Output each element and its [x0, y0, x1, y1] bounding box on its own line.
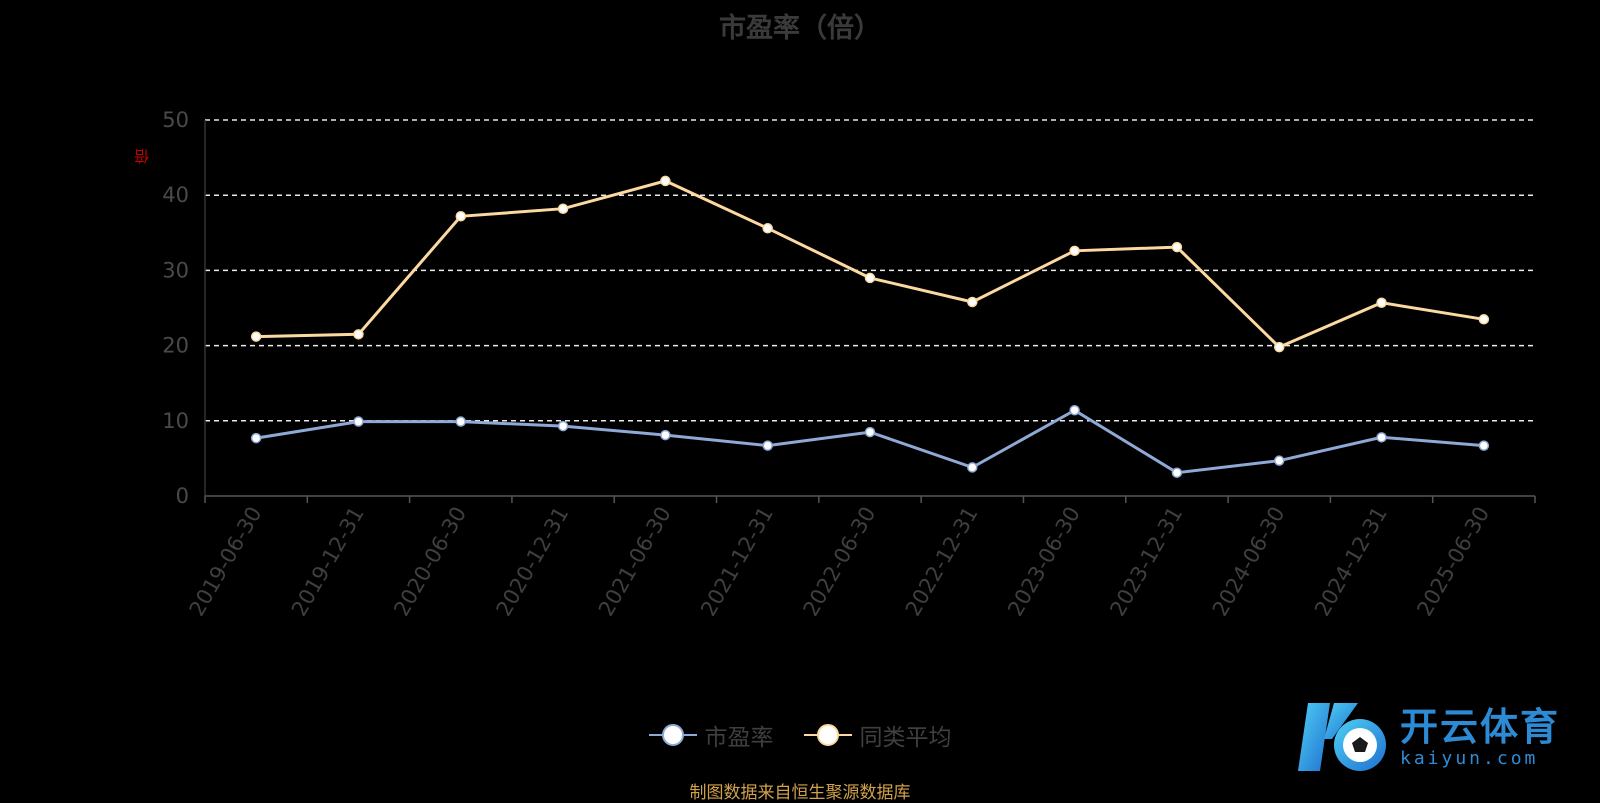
y-tick-label: 10	[162, 409, 189, 433]
data-point[interactable]	[1273, 455, 1285, 466]
data-point[interactable]	[1273, 341, 1285, 353]
data-point[interactable]	[1376, 297, 1387, 308]
x-tick-label: 2025-06-30	[1412, 503, 1494, 621]
data-point[interactable]	[660, 175, 671, 187]
x-tick-label: 2022-06-30	[799, 503, 881, 621]
x-axis-ticks: 2019-06-30 2019-12-31 2020-06-30 2020-12-31…	[185, 502, 1495, 620]
logo-text-cn: 开云体育	[1400, 704, 1561, 749]
legend: 市盈率 同类平均	[0, 718, 1600, 752]
data-point[interactable]	[455, 211, 467, 222]
data-point[interactable]	[1376, 432, 1387, 443]
y-tick-label: 20	[162, 334, 189, 358]
legend-item-series-1[interactable]: 市盈率	[648, 718, 774, 752]
y-tick-label: 40	[162, 183, 189, 207]
x-tick-label: 2019-06-30	[185, 503, 267, 621]
data-point[interactable]	[250, 331, 262, 342]
x-tick-label: 2020-12-31	[492, 503, 574, 621]
x-tick-label: 2024-12-31	[1310, 503, 1392, 621]
y-axis-ticks: 0 10 20 30 40 50	[162, 108, 189, 508]
kaiyun-logo: 开云体育 kaiyun.com	[1294, 693, 1584, 781]
series-points	[250, 175, 1490, 478]
x-tick-label: 2020-06-30	[389, 503, 471, 621]
data-point[interactable]	[1069, 245, 1080, 257]
source-note: 制图数据来自恒生聚源数据库	[689, 783, 911, 803]
data-point[interactable]	[353, 329, 364, 340]
data-point[interactable]	[762, 440, 773, 451]
data-point[interactable]	[250, 432, 262, 444]
x-tick-label: 2021-06-30	[594, 503, 676, 621]
logo-icon	[1298, 703, 1386, 771]
x-tick-label: 2023-06-30	[1003, 503, 1085, 621]
data-point[interactable]	[1069, 405, 1080, 416]
series-line-2	[256, 179, 1485, 349]
logo-text-en: kaiyun.com	[1400, 747, 1539, 769]
data-point[interactable]	[660, 429, 671, 441]
data-point[interactable]	[967, 462, 978, 473]
data-point[interactable]	[1171, 467, 1183, 478]
data-point[interactable]	[864, 272, 876, 284]
y-tick-label: 30	[162, 258, 189, 282]
legend-label-series-1: 市盈率	[704, 725, 774, 751]
data-point[interactable]	[455, 416, 467, 427]
y-tick-label: 50	[162, 108, 189, 132]
legend-label-series-2: 同类平均	[859, 725, 952, 751]
data-point[interactable]	[967, 296, 978, 308]
series-line-1	[255, 408, 1484, 475]
x-tick-label: 2021-12-31	[696, 503, 778, 621]
data-point[interactable]	[353, 416, 364, 427]
data-point[interactable]	[1478, 440, 1490, 451]
x-tick-label: 2023-12-31	[1105, 503, 1187, 621]
data-point[interactable]	[762, 223, 773, 234]
legend-marker-series-1	[648, 724, 697, 746]
legend-item-series-2[interactable]: 同类平均	[803, 718, 952, 752]
x-tick-label: 2022-12-31	[901, 502, 983, 620]
data-point[interactable]	[1478, 314, 1490, 325]
legend-marker-series-2	[803, 724, 852, 746]
data-point[interactable]	[557, 420, 569, 432]
axes	[204, 120, 1536, 503]
data-point[interactable]	[557, 203, 569, 214]
chart-title: 市盈率（倍）	[719, 13, 881, 44]
grid-lines	[205, 119, 1535, 422]
y-tick-label: 0	[176, 484, 189, 508]
x-tick-label: 2019-12-31	[287, 503, 369, 621]
data-point[interactable]	[864, 426, 876, 438]
data-point[interactable]	[1171, 241, 1183, 253]
x-tick-label: 2024-06-30	[1208, 503, 1290, 621]
